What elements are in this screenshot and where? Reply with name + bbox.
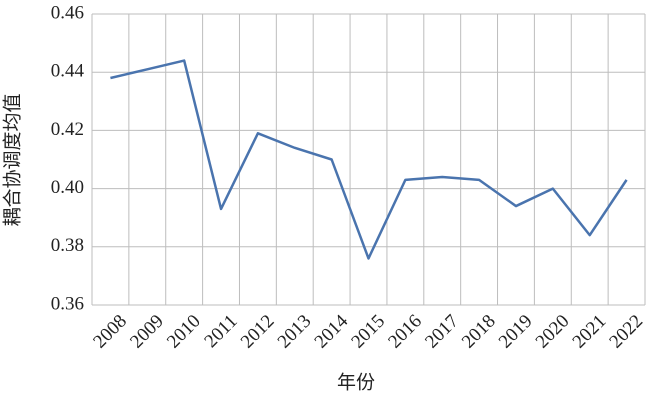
- y-tick-label: 0.36: [51, 293, 84, 314]
- x-axis-label: 年份: [337, 371, 375, 393]
- x-tick-label: 2016: [384, 311, 426, 353]
- y-tick-label: 0.46: [51, 2, 84, 23]
- x-tick-label: 2015: [347, 311, 389, 353]
- x-tick-label: 2022: [605, 311, 647, 353]
- x-tick-label: 2020: [532, 311, 574, 353]
- y-axis-label: 耦合协调度均值: [1, 93, 23, 226]
- x-tick-label: 2018: [458, 311, 500, 353]
- x-tick-label: 2017: [421, 311, 463, 353]
- x-tick-label: 2008: [89, 311, 131, 353]
- data-line: [110, 59, 628, 260]
- y-tick-label: 0.40: [51, 177, 84, 198]
- x-tick-label: 2013: [274, 311, 316, 353]
- x-tick-label: 2019: [495, 311, 537, 353]
- x-tick-label: 2011: [200, 311, 241, 352]
- x-tick-label: 2012: [237, 311, 279, 353]
- y-tick-label: 0.38: [51, 235, 84, 256]
- x-tick-label: 2014: [311, 310, 353, 352]
- x-tick-label: 2021: [569, 311, 611, 353]
- x-tick-label: 2009: [126, 311, 168, 353]
- y-tick-label: 0.44: [51, 61, 85, 82]
- x-tick-label: 2010: [163, 311, 205, 353]
- y-tick-label: 0.42: [51, 119, 84, 140]
